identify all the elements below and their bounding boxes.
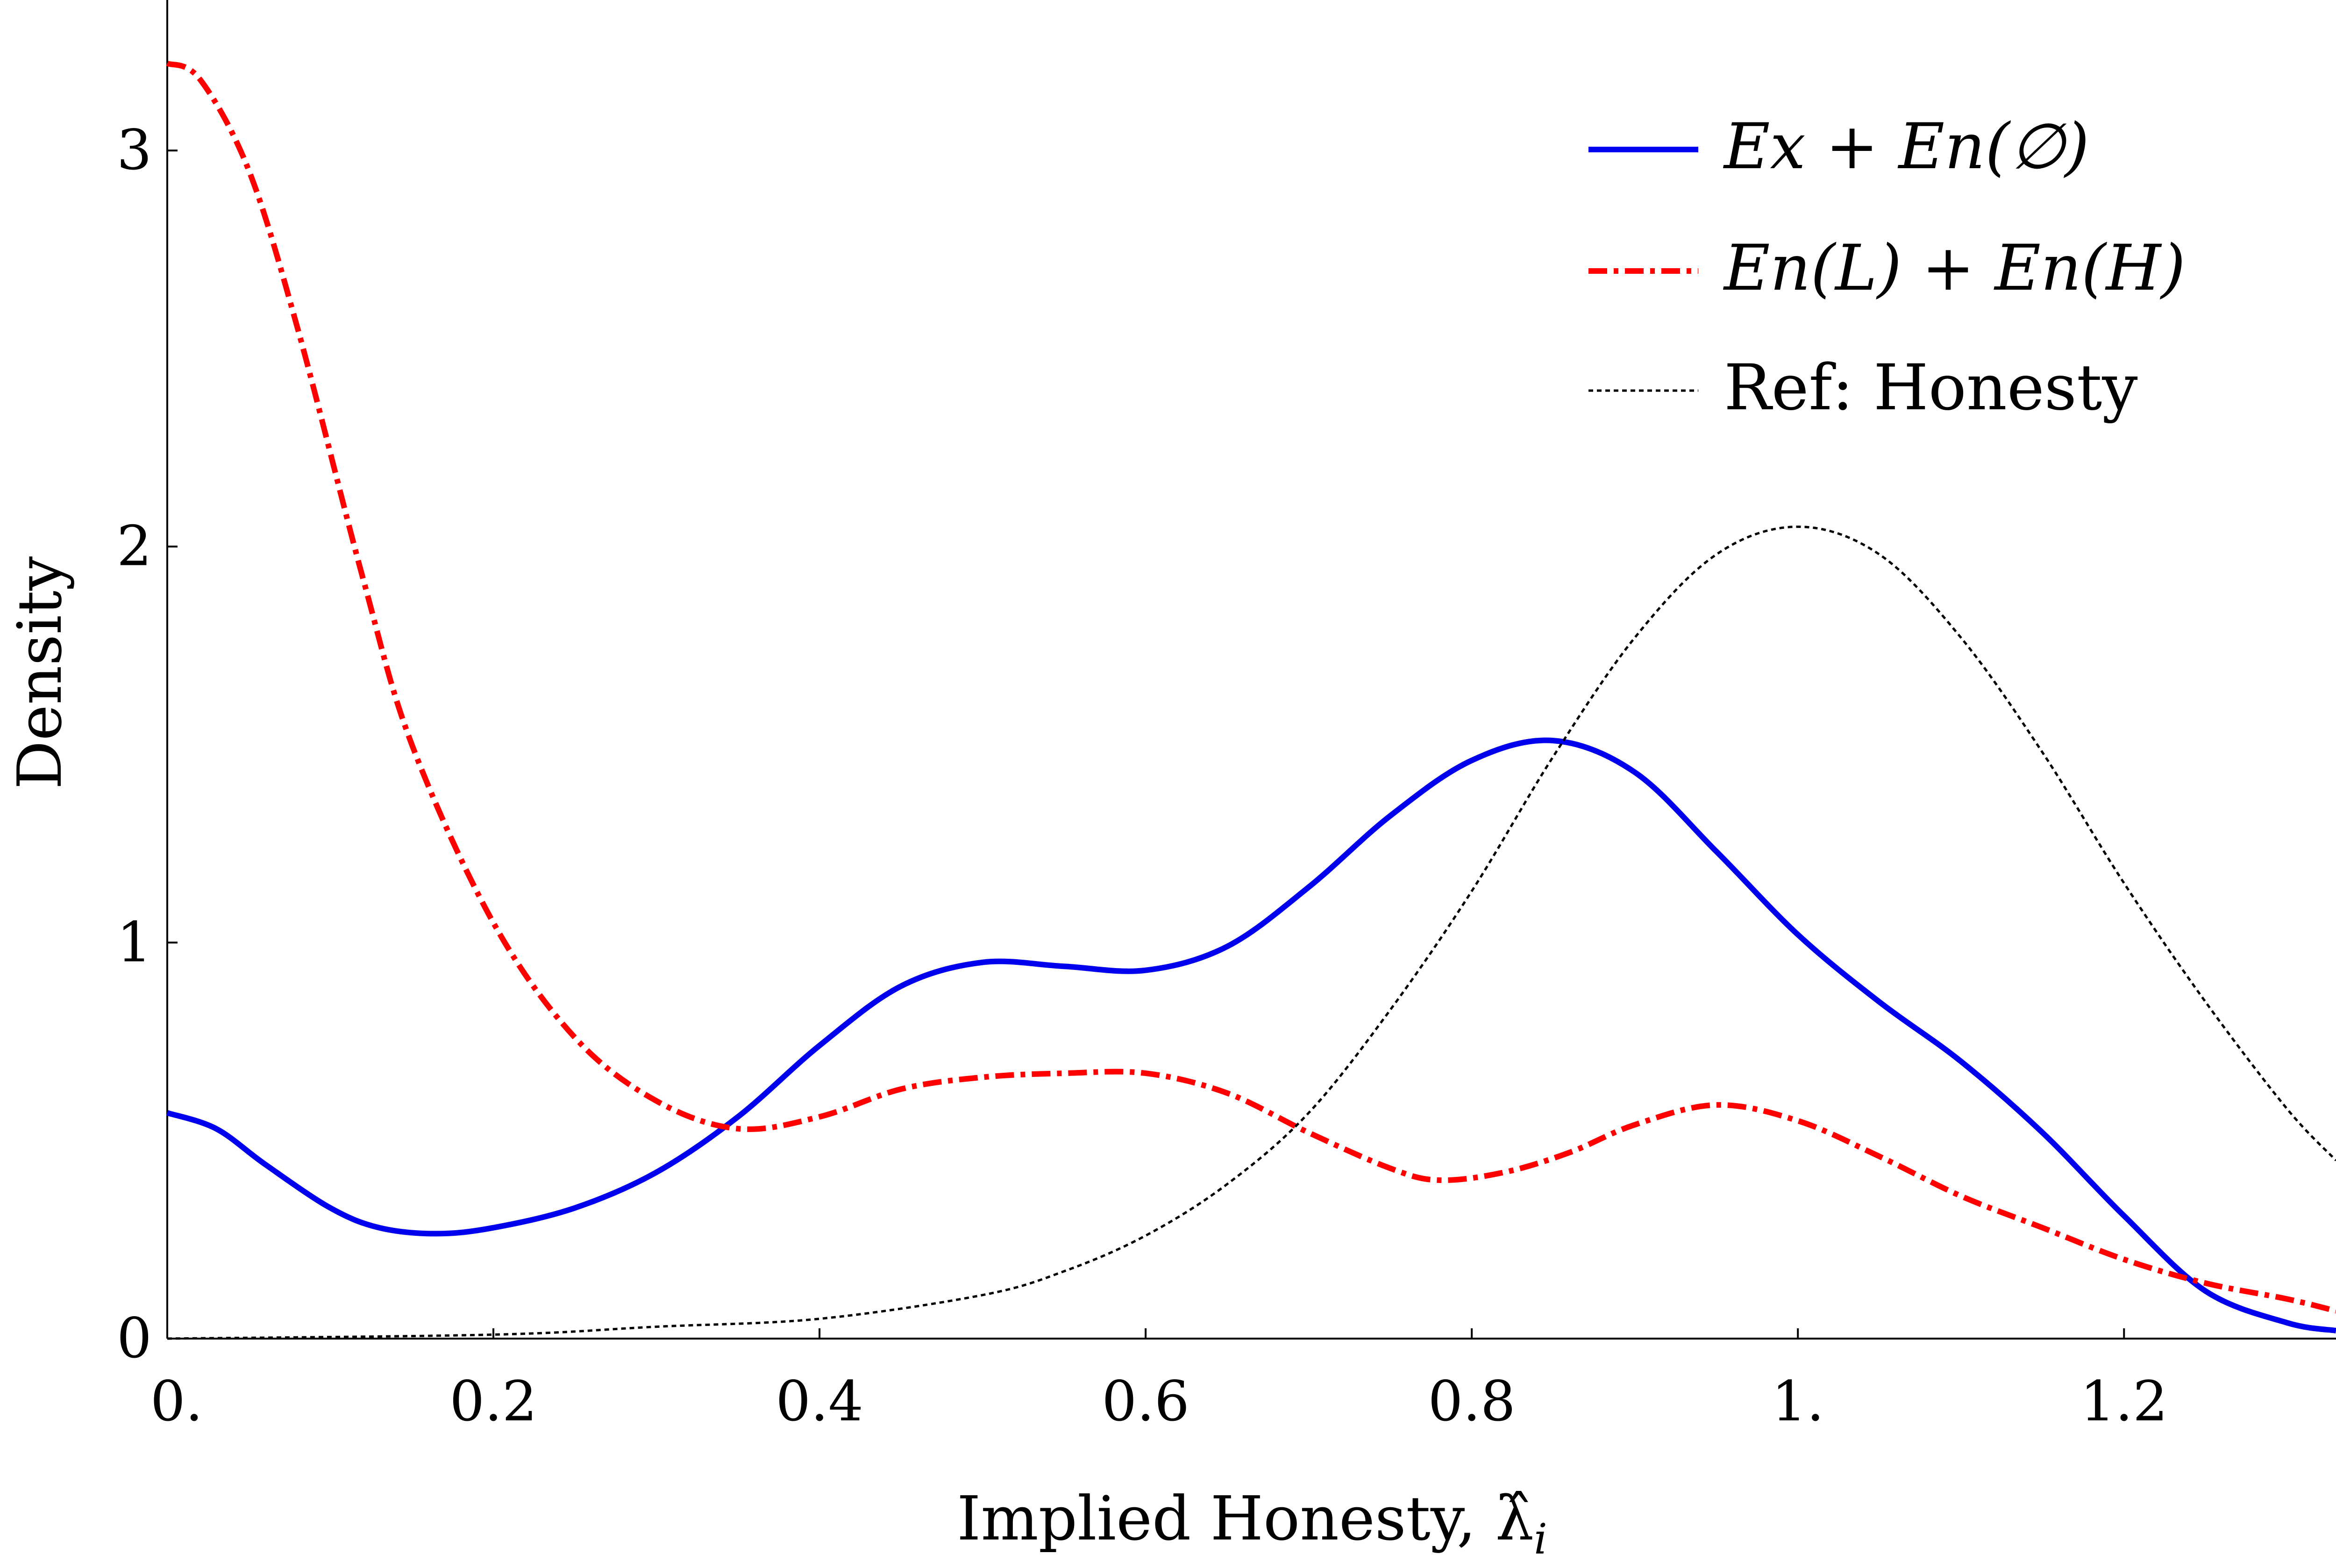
x-tick-label: 0.2 [449,1369,537,1433]
x-tick-label: 0.6 [1102,1369,1189,1433]
x-axis-title-text: Implied Honesty, λ̂ [957,1483,1534,1554]
x-tick-label: 1.2 [2080,1369,2168,1433]
legend-item-red: En(L) + En(H) [1588,231,2186,305]
y-tick-label: 1 [117,910,152,974]
y-tick-label: 2 [117,514,152,578]
legend-label-blue: Ex + En(∅) [1723,110,2089,183]
x-tick-label: 0.4 [776,1369,863,1433]
series-layer [166,60,2336,1340]
x-axis-title-subscript: i [1534,1515,1547,1564]
x-tick-label: 1. [1772,1369,1824,1433]
x-tick-label: 0. [150,1369,203,1433]
legend: Ex + En(∅) En(L) + En(H) Ref: Honesty [1588,110,2186,424]
x-tick-label: 0.8 [1428,1369,1516,1433]
y-tick-label: 3 [117,118,152,182]
legend-item-ref: Ref: Honesty [1588,351,2138,424]
legend-label-red: En(L) + En(H) [1723,231,2186,305]
y-ticks: 0 1 2 3 [117,118,178,1370]
series-line-en-l-en-h [166,60,2336,1314]
y-tick-label: 0 [117,1306,152,1370]
legend-label-ref: Ref: Honesty [1724,351,2138,424]
x-ticks: 0. 0.2 0.4 0.6 0.8 1. 1.2 [150,1328,2168,1433]
legend-item-blue: Ex + En(∅) [1588,110,2089,183]
series-line-ex-en-empty [166,737,2336,1333]
series-line-ref-honesty [167,525,2336,1340]
y-axis-title: Density [4,556,75,789]
plot-area: 0. 0.2 0.4 0.6 0.8 1. 1.2 0 1 2 3 [117,0,2336,1433]
x-axis-title: Implied Honesty, λ̂i [957,1483,1547,1564]
